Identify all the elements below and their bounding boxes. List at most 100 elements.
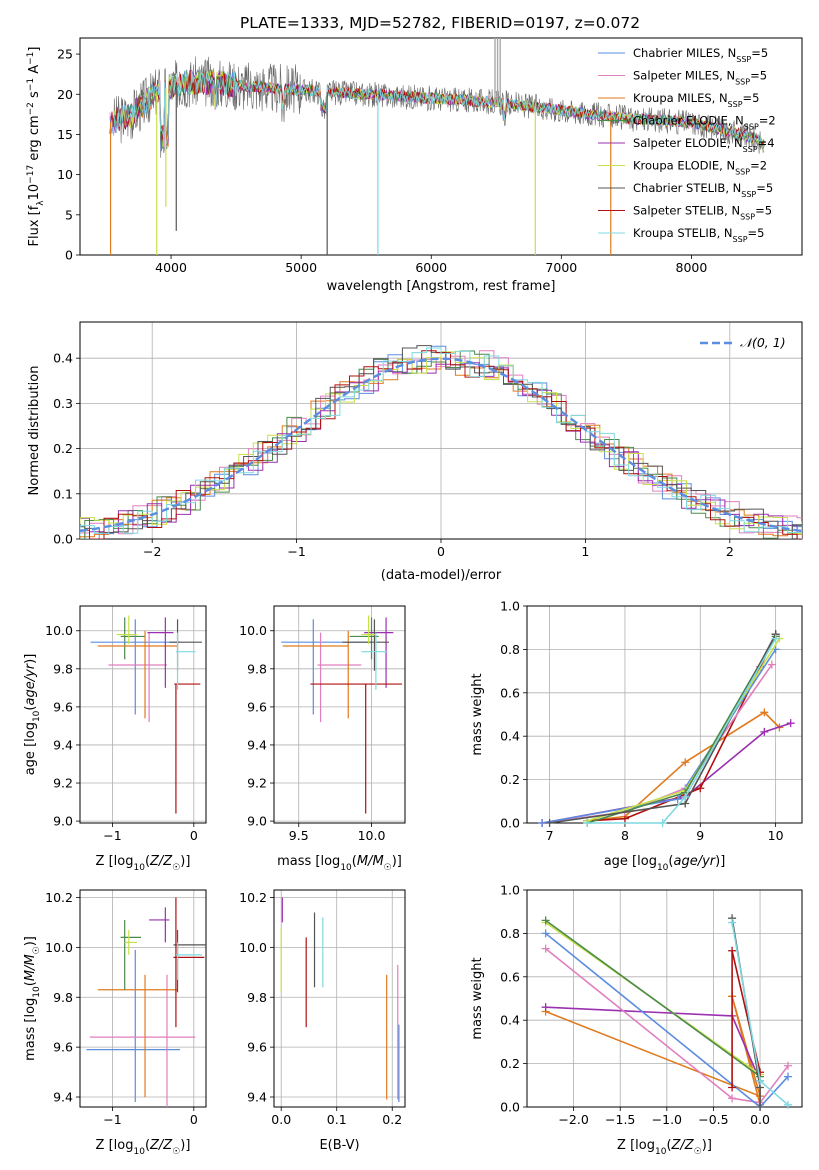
x-tick-label: 0: [190, 828, 198, 843]
x-axis-label: wavelength [Angstrom, rest frame]: [327, 279, 556, 294]
x-axis-label: Z [log10(Z/Z☉)]: [617, 1138, 712, 1157]
error-bars: [280, 897, 400, 1103]
weight-lines: [538, 630, 795, 827]
figure-title: PLATE=1333, MJD=52782, FIBERID=0197, z=0…: [240, 14, 640, 32]
axes-age_vs_mass: 9.5 10.0 9.0 9.2 9.4 9.6 9.8 10.0 mass [log10(M/…: [239, 605, 406, 873]
y-tick-label: 1.0: [500, 883, 520, 898]
y-tick-label: 10.0: [45, 623, 73, 638]
x-tick-label: 10.0: [358, 828, 386, 843]
x-tick-label: −1: [103, 1112, 121, 1127]
legend-label: Chabrier STELIB, NSSP=5: [633, 181, 773, 199]
y-tick-label: 0.2: [53, 441, 73, 456]
y-axis-label: age [log10(age/yr)]: [23, 654, 42, 776]
y-tick-label: 10.2: [45, 890, 73, 905]
y-tick-label: 9.4: [247, 737, 267, 752]
x-tick-label: 8: [621, 828, 629, 843]
weight-marker: [756, 1103, 765, 1111]
legend-label: Chabrier ELODIE, NSSP=2: [633, 114, 776, 132]
weight-marker: [541, 944, 550, 953]
y-tick-label: 10.0: [239, 623, 267, 638]
axes-spectrum: 4000 5000 6000 7000 8000 0 5 10 15 20 25 wavelength…: [26, 37, 803, 294]
gridlines: [274, 606, 405, 823]
plots-group: 4000 5000 6000 7000 80000510152025wavelength…: [23, 37, 803, 1157]
weight-marker: [583, 819, 592, 827]
gridlines: [80, 890, 206, 1107]
histograms: [80, 345, 802, 539]
histogram-step: [80, 350, 802, 539]
x-tick-label: 2: [726, 544, 734, 559]
y-tick-label: 9.8: [247, 661, 267, 676]
x-tick-label: 7: [546, 828, 554, 843]
weight-marker: [696, 784, 705, 793]
error-bars: [90, 615, 202, 814]
weight-marker: [784, 1100, 793, 1109]
y-tick-label: 0.4: [500, 1013, 520, 1028]
weight-line: [545, 919, 761, 1078]
legend-label: Salpeter STELIB, NSSP=5: [633, 204, 772, 222]
y-tick-label: 9.4: [247, 1090, 267, 1105]
gridlines: [80, 606, 206, 823]
error-bars: [281, 615, 403, 814]
y-tick-label: 5: [65, 207, 73, 222]
x-tick-label: −1.5: [605, 1112, 635, 1127]
weight-line: [549, 633, 777, 824]
weight-marker: [728, 1094, 737, 1103]
weight-marker: [728, 946, 737, 955]
legend-label: Kroupa ELODIE, NSSP=2: [633, 159, 767, 177]
y-tick-label: 0.8: [500, 926, 520, 941]
legend-label: 𝒩(0, 1): [740, 335, 786, 350]
x-tick-label: 0.1: [327, 1112, 347, 1127]
x-tick-label: 0: [437, 544, 445, 559]
weight-marker: [681, 758, 690, 767]
weight-line: [545, 947, 789, 1104]
weight-marker: [784, 1072, 793, 1081]
y-tick-label: 10.0: [45, 940, 73, 955]
x-tick-label: 0.0: [750, 1112, 770, 1127]
spectrum-legend: Chabrier MILES, NSSP=5 Salpeter MILES, NS…: [598, 46, 776, 244]
weight-marker: [658, 819, 667, 827]
weight-marker: [771, 634, 780, 643]
x-tick-label: 0.0: [271, 1112, 291, 1127]
x-tick-label: 9: [696, 828, 704, 843]
x-tick-label: 7000: [545, 260, 577, 275]
weight-line: [587, 638, 777, 824]
y-tick-label: 9.8: [53, 661, 73, 676]
weight-marker: [541, 929, 550, 938]
y-tick-label: 9.6: [247, 1040, 267, 1055]
legend-label: Chabrier MILES, NSSP=5: [633, 46, 768, 64]
y-tick-label: 9.4: [53, 1090, 73, 1105]
weight-marker: [767, 660, 776, 669]
x-tick-label: 0.2: [382, 1112, 402, 1127]
x-tick-label: 6000: [415, 260, 447, 275]
legend-label: Kroupa STELIB, NSSP=5: [633, 226, 764, 244]
y-tick-label: 0.2: [500, 1056, 520, 1071]
axes-residuals: −2 −1 0 1 2 0.0 0.1 0.2 0.3 0.4 (data-model)/error…: [27, 321, 803, 583]
weight-marker: [760, 708, 769, 717]
y-tick-label: 9.0: [247, 814, 267, 829]
x-tick-label: −1: [103, 828, 121, 843]
y-tick-label: 15: [57, 127, 73, 142]
axis-frame: [273, 889, 406, 1108]
axes-mass_weight_vs_age: 7 8 9 10 0.0 0.2 0.4 0.6 0.8 1.0 age [log10(age/yr…: [470, 599, 803, 873]
weight-lines: [541, 914, 793, 1111]
x-tick-label: 10: [768, 828, 784, 843]
y-tick-label: 9.8: [53, 990, 73, 1005]
x-tick-label: 5000: [285, 260, 317, 275]
weight-marker: [760, 727, 769, 736]
histogram-step: [80, 345, 802, 539]
spectrum-line: [113, 69, 765, 150]
weight-line: [545, 996, 762, 1105]
weight-marker: [728, 918, 737, 927]
y-tick-label: 0.0: [500, 1100, 520, 1115]
x-axis-label: Z [log10(Z/Z☉)]: [96, 1138, 191, 1157]
y-tick-label: 0.2: [500, 772, 520, 787]
error-bars: [86, 897, 206, 1107]
y-axis-label: Flux [fλ10−17 erg cm−2 s−1 A−1]: [26, 47, 46, 247]
x-tick-label: −1.0: [652, 1112, 682, 1127]
residuals-legend: 𝒩(0, 1): [700, 335, 786, 350]
x-tick-label: −1: [287, 544, 305, 559]
y-tick-label: 9.8: [247, 990, 267, 1005]
axes-age_vs_Z: −1 0 9.0 9.2 9.4 9.6 9.8 10.0 Z [log10(Z/Z☉)] age…: [23, 605, 207, 873]
x-tick-label: 4000: [155, 260, 187, 275]
